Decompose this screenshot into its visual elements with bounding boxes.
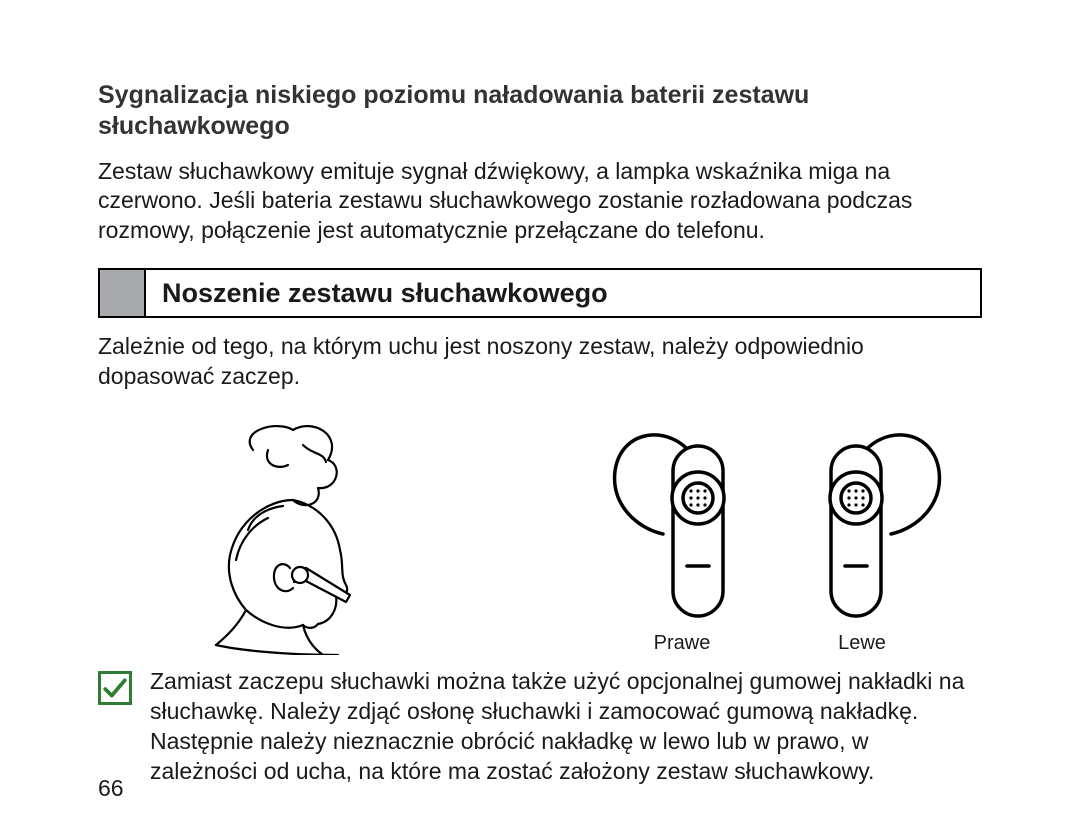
section2-bar-title: Noszenie zestawu słuchawkowego bbox=[146, 270, 608, 316]
label-left: Lewe bbox=[807, 632, 917, 655]
section1-body: Zestaw słuchawkowy emituje sygnał dźwięk… bbox=[98, 157, 982, 247]
figure-row: Prawe Lewe bbox=[98, 410, 982, 655]
section2-intro: Zależnie od tego, na którym uchu jest no… bbox=[98, 332, 982, 392]
figure-headset-pair: Prawe Lewe bbox=[592, 410, 962, 655]
checkmark-icon bbox=[98, 671, 132, 705]
headset-left-icon bbox=[793, 416, 953, 626]
section2-bar-block bbox=[100, 270, 146, 316]
headset-right-icon bbox=[601, 416, 761, 626]
page-number: 66 bbox=[98, 775, 124, 802]
section1-heading: Sygnalizacja niskiego poziomu naładowani… bbox=[98, 80, 982, 143]
page-content: Sygnalizacja niskiego poziomu naładowani… bbox=[98, 0, 982, 787]
note-text: Zamiast zaczepu słuchawki można także uż… bbox=[150, 667, 982, 787]
headset-labels: Prawe Lewe bbox=[592, 632, 962, 655]
section2-bar: Noszenie zestawu słuchawkowego bbox=[98, 268, 982, 318]
label-right: Prawe bbox=[627, 632, 737, 655]
note-row: Zamiast zaczepu słuchawki można także uż… bbox=[98, 667, 982, 787]
figure-person-wearing-headset bbox=[118, 410, 458, 655]
